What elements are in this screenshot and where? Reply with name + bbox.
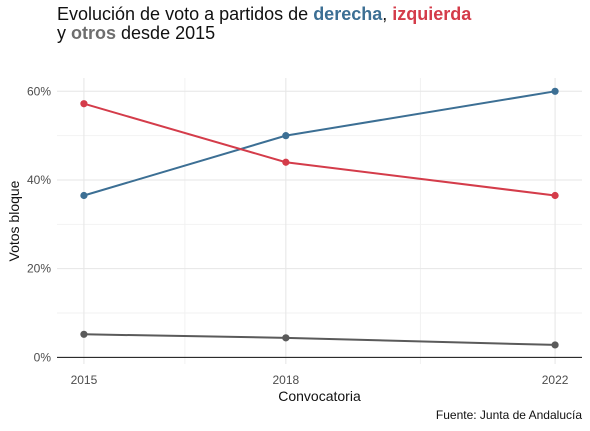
series-line-otros: [83, 333, 556, 346]
y-tick-label: 60%: [27, 84, 51, 98]
series-derecha: [80, 87, 559, 200]
y-tick-label: 20%: [27, 262, 51, 276]
x-tick-label: 2018: [272, 373, 299, 387]
y-axis-ticks: 0% 20% 40% 60%: [27, 84, 51, 364]
grid: [57, 78, 582, 364]
data-point-derecha: [282, 132, 290, 140]
data-point-otros: [551, 341, 559, 349]
data-point-izquierda: [282, 158, 290, 166]
title-line-1: Evolución de voto a partidos de derecha,…: [57, 5, 471, 24]
title-keyword-other: otros: [71, 23, 117, 43]
title-keyword-left: izquierda: [392, 4, 472, 24]
series-otros: [80, 330, 559, 349]
series-izquierda: [80, 100, 559, 200]
data-point-otros: [80, 330, 88, 338]
title-line-2: y otros desde 2015: [57, 24, 471, 43]
title-comma: ,: [382, 4, 388, 24]
series-line-izquierda: [83, 102, 556, 197]
title-prefix: Evolución de voto a partidos de: [57, 4, 309, 24]
x-axis-title: Convocatoria: [278, 388, 361, 404]
y-tick-label: 40%: [27, 173, 51, 187]
series-layer: [80, 87, 559, 349]
title-line2-prefix: y: [57, 23, 66, 43]
source-caption: Fuente: Junta de Andalucía: [435, 408, 582, 422]
x-tick-label: 2015: [71, 373, 98, 387]
title-keyword-right: derecha: [313, 4, 383, 24]
data-point-derecha: [80, 191, 88, 200]
x-axis-ticks: 2015 2018 2022: [71, 373, 569, 387]
data-point-otros: [282, 334, 290, 342]
data-point-derecha: [551, 87, 559, 95]
data-point-izquierda: [551, 191, 559, 200]
y-tick-label: 0%: [34, 350, 52, 364]
data-point-izquierda: [80, 100, 88, 108]
title-suffix: desde 2015: [121, 23, 216, 43]
x-tick-label: 2022: [542, 373, 569, 387]
chart-title: Evolución de voto a partidos de derecha,…: [57, 5, 471, 43]
y-axis-title: Votos bloque: [6, 180, 22, 261]
